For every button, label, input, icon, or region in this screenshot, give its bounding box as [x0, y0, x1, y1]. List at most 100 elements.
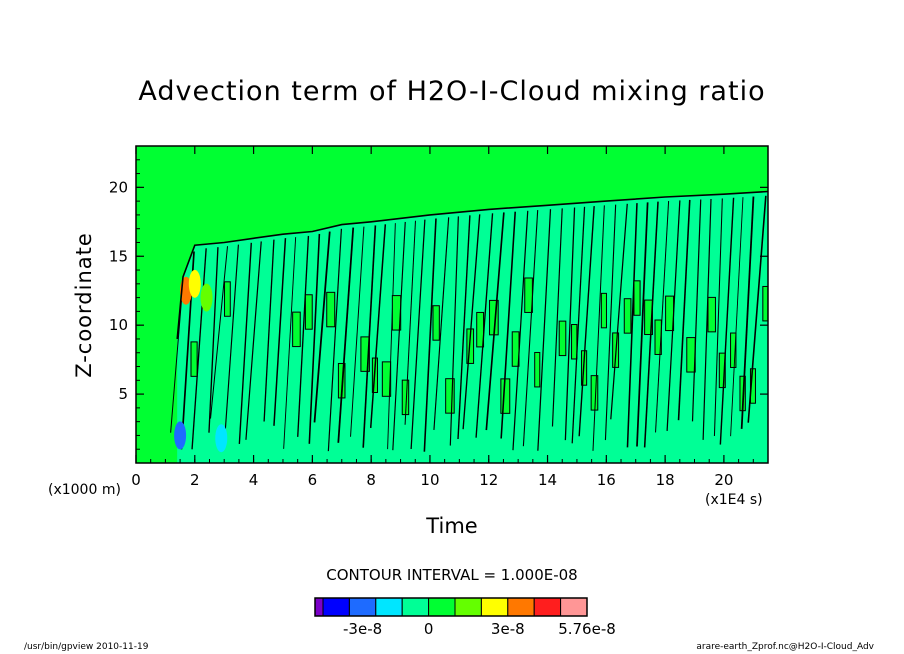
- contour-cell: [600, 292, 607, 329]
- contour-line: [475, 213, 494, 438]
- contour-cell: [524, 277, 533, 313]
- contour-line: [462, 214, 481, 430]
- chart-title: Advection term of H2O-I-Cloud mixing rat…: [138, 76, 766, 107]
- contour-line: [369, 224, 387, 428]
- contour-line: [702, 198, 712, 440]
- contour-line: [512, 210, 529, 451]
- contour-line: [263, 239, 275, 422]
- contour-line: [636, 202, 649, 447]
- contour-cell: [762, 285, 768, 322]
- contour-line: [350, 226, 365, 437]
- y-tick-label: 5: [118, 385, 128, 403]
- colorbar-cell: [507, 597, 535, 617]
- contour-line: [578, 206, 595, 437]
- contour-cell: [360, 336, 370, 372]
- y-tick-label: 15: [109, 247, 128, 265]
- contour-line: [449, 216, 459, 446]
- colorbar-label: -3e-8: [343, 620, 382, 638]
- colorbar: -3e-8 0 3e-8 5.76e-8: [314, 597, 616, 638]
- x-tick-label: 12: [479, 471, 498, 489]
- colorbar-cell: [348, 597, 377, 617]
- contour-cell: [718, 352, 726, 389]
- hotspot: [215, 424, 228, 453]
- cloud-top-contour: [176, 190, 768, 340]
- x-tick-label: 20: [714, 471, 733, 489]
- colorbar-label: 3e-8: [491, 620, 525, 638]
- contour-line: [610, 203, 628, 420]
- contour-line: [410, 219, 426, 450]
- hotspot: [200, 283, 213, 312]
- contour-cell: [534, 351, 541, 388]
- contour-line: [337, 227, 355, 443]
- footer-right: arare-earth_Zprof.nc@H2O-I-Cloud_Adv: [696, 642, 874, 652]
- contour-line: [626, 203, 638, 448]
- y-axis-label: Z-coordinate: [72, 232, 96, 378]
- footer-left: /usr/bin/gpview 2010-11-19: [24, 642, 149, 652]
- contour-line: [500, 211, 517, 439]
- contour-cell: [432, 305, 440, 341]
- contour-line: [191, 248, 207, 450]
- contour-line: [537, 209, 552, 451]
- contour-line: [404, 220, 416, 425]
- y-tick-label: 10: [109, 316, 128, 334]
- colorbar-cell: [480, 597, 509, 617]
- x-tick-label: 16: [597, 471, 616, 489]
- x-scale-label: (x1E4 s): [705, 492, 763, 508]
- contour-stripes: [170, 195, 768, 452]
- contour-cell: [381, 361, 392, 397]
- contour-line: [551, 208, 563, 427]
- colorbar-cell: [322, 597, 350, 617]
- x-tick-label: 10: [420, 471, 439, 489]
- contour-cell: [292, 311, 301, 348]
- x-axis-label: Time: [426, 514, 478, 538]
- contour-line: [423, 218, 437, 452]
- colorbar-cell: [315, 598, 323, 616]
- contour-line: [564, 207, 576, 441]
- contour-line: [666, 200, 681, 431]
- contour-line: [740, 196, 755, 429]
- contour-cell: [590, 375, 599, 411]
- contour-line: [433, 217, 450, 430]
- plot-area: [136, 146, 768, 463]
- contour-line: [719, 197, 735, 445]
- colorbar-cell: [428, 597, 456, 617]
- hotspot: [174, 421, 187, 450]
- contour-cell: [730, 332, 737, 368]
- contour-cell: [326, 291, 336, 328]
- contour-line: [273, 238, 287, 426]
- y-tick-label: 20: [109, 178, 128, 196]
- contour-cell: [304, 294, 313, 330]
- x-tick-label: 18: [656, 471, 675, 489]
- colorbar-frame: [314, 597, 588, 617]
- colorbar-cell: [375, 597, 403, 617]
- contour-cell: [623, 298, 632, 334]
- contour-line: [283, 237, 297, 449]
- contour-cell: [558, 320, 567, 357]
- x-tick-label: 0: [131, 471, 141, 489]
- contour-line: [313, 231, 331, 423]
- contour-line: [730, 197, 744, 437]
- contour-line: [224, 244, 239, 429]
- contour-line: [604, 204, 617, 441]
- contour-line: [387, 223, 396, 450]
- colorbar-cell: [454, 597, 482, 617]
- contour-line: [655, 200, 670, 433]
- contour-line: [713, 198, 723, 437]
- contour-line: [677, 199, 691, 421]
- contour-line: [208, 247, 219, 433]
- contour-line: [485, 212, 505, 431]
- hotspot: [188, 269, 201, 298]
- colorbar-cell: [533, 597, 562, 617]
- contour-cell: [571, 324, 578, 360]
- contour-cell: [633, 280, 641, 316]
- x-tick-label: 4: [249, 471, 259, 489]
- x-tick-label: 8: [366, 471, 376, 489]
- contour-cell: [224, 281, 231, 317]
- contour-line: [571, 206, 586, 444]
- x-axis: 0 2 4 6 8 10 12 14 16 18 20: [131, 146, 769, 489]
- contour-cell: [190, 341, 198, 377]
- contour-line: [691, 199, 702, 422]
- contour-line: [245, 241, 262, 440]
- plot-frame: [135, 145, 769, 464]
